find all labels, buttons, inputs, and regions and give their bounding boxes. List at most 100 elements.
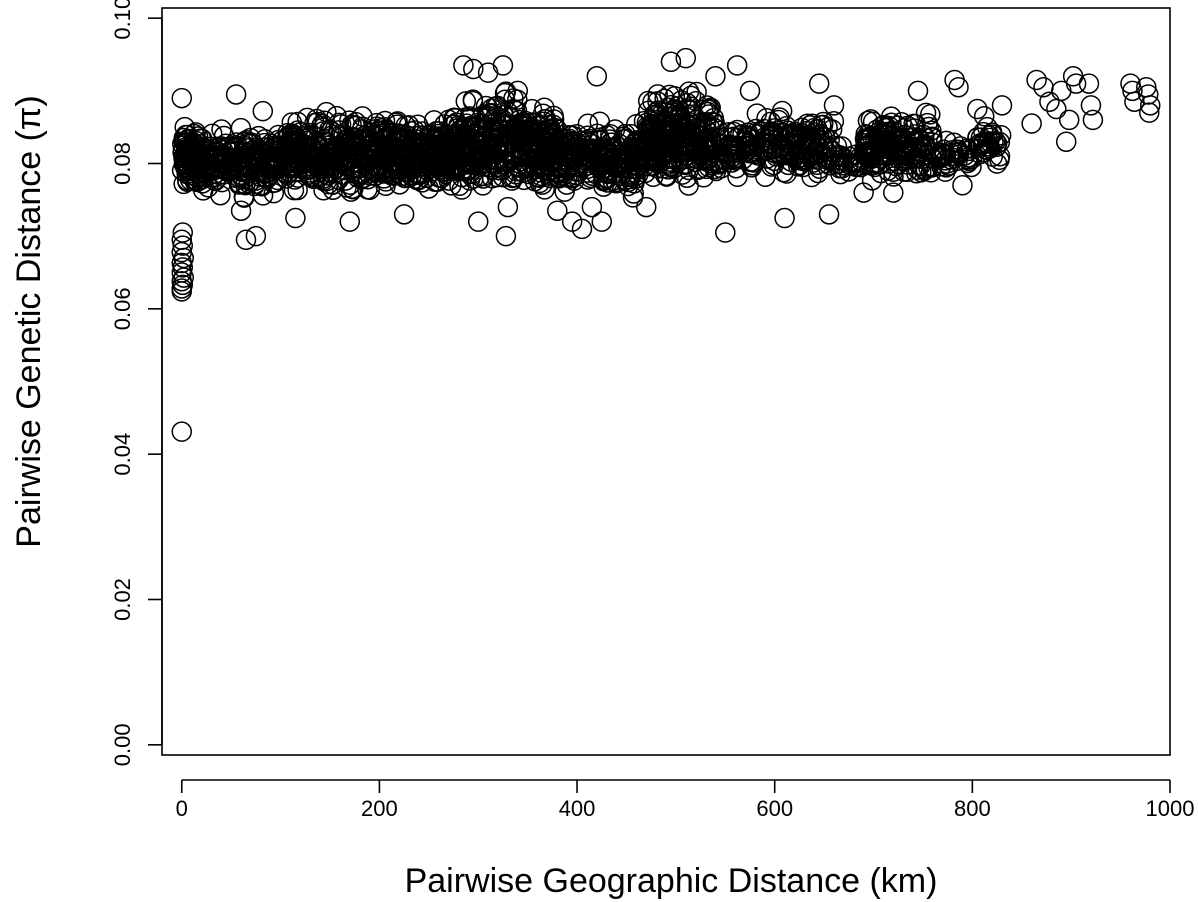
data-point — [493, 166, 514, 188]
data-point — [194, 151, 215, 173]
data-point — [944, 69, 965, 91]
data-point — [589, 127, 610, 148]
x-axis: 0 200 400 600 800 1000 — [176, 779, 1194, 821]
data-point — [882, 133, 904, 154]
data-point — [347, 167, 368, 188]
data-point — [911, 161, 932, 183]
data-point — [952, 175, 973, 196]
data-point — [814, 127, 836, 148]
data-point — [459, 170, 481, 191]
data-point — [635, 196, 657, 218]
data-point — [672, 164, 693, 185]
data-point — [440, 141, 461, 163]
data-point — [322, 124, 344, 146]
data-point — [920, 104, 941, 125]
data-point — [903, 113, 924, 135]
data-point — [1122, 80, 1143, 102]
data-point — [554, 181, 575, 202]
data-point — [684, 105, 705, 127]
data-point — [693, 167, 714, 188]
y-axis-label: Pairwise Genetic Distance (π) — [10, 95, 48, 547]
data-point — [171, 421, 193, 442]
data-point — [669, 148, 690, 170]
data-point — [974, 141, 995, 163]
data-point — [880, 134, 902, 156]
data-point — [776, 163, 797, 184]
x-tick-label: 600 — [756, 796, 793, 821]
data-point — [1138, 84, 1159, 105]
data-point — [948, 144, 970, 165]
data-point — [591, 153, 612, 174]
data-point — [1065, 73, 1087, 94]
data-point — [594, 142, 615, 164]
data-point — [675, 47, 697, 69]
data-point — [375, 171, 397, 192]
data-point — [855, 129, 876, 150]
data-point — [233, 147, 254, 168]
data-point — [782, 123, 803, 144]
data-point — [679, 112, 701, 133]
data-point — [295, 141, 317, 163]
data-point — [740, 151, 761, 173]
data-point — [278, 150, 300, 172]
data-point — [516, 145, 537, 167]
data-point — [416, 167, 437, 189]
data-point — [521, 112, 542, 133]
data-point — [463, 58, 484, 80]
data-point — [462, 154, 483, 176]
data-point — [285, 207, 306, 229]
x-tick-label: 200 — [361, 796, 398, 821]
data-point — [660, 51, 682, 73]
data-point — [808, 73, 830, 94]
data-point — [448, 115, 469, 136]
data-point — [614, 153, 636, 174]
data-point — [922, 126, 943, 147]
data-point — [870, 162, 892, 184]
data-point — [235, 173, 256, 195]
data-point — [418, 178, 440, 199]
data-point — [648, 153, 669, 174]
data-point — [880, 106, 902, 127]
data-point — [225, 84, 247, 105]
data-point — [641, 118, 662, 140]
data-point — [230, 200, 252, 221]
data-point — [884, 121, 905, 142]
data-point — [823, 110, 845, 132]
data-point — [467, 148, 488, 169]
data-point — [571, 218, 593, 240]
data-point — [1055, 131, 1077, 152]
data-point — [973, 106, 995, 127]
data-point — [369, 123, 390, 145]
data-point — [192, 180, 214, 201]
data-point — [674, 154, 696, 176]
data-point — [197, 177, 219, 198]
data-point — [705, 66, 726, 87]
data-point — [821, 119, 843, 140]
data-point — [1080, 95, 1102, 116]
data-point — [918, 116, 940, 138]
data-point — [322, 174, 343, 195]
y-tick-label: 0.06 — [110, 287, 135, 330]
data-point — [172, 235, 194, 256]
data-point — [235, 229, 257, 251]
data-point — [239, 158, 260, 180]
data-point — [985, 131, 1006, 152]
y-axis: 0.00 0.02 0.04 0.06 0.08 0.10 — [110, 0, 163, 766]
data-point — [393, 204, 415, 225]
data-point — [661, 94, 682, 116]
data-point — [581, 196, 603, 218]
data-point — [881, 112, 902, 134]
data-point — [1058, 109, 1080, 131]
data-point — [328, 120, 349, 141]
data-point — [893, 151, 915, 172]
data-point — [533, 111, 555, 133]
data-point — [287, 179, 308, 201]
data-point — [762, 139, 783, 160]
data-point — [444, 134, 466, 156]
data-point — [647, 91, 668, 112]
data-point — [359, 179, 380, 200]
data-point — [252, 185, 274, 206]
data-point — [907, 80, 929, 102]
data-point — [575, 150, 596, 171]
data-point — [205, 158, 227, 180]
